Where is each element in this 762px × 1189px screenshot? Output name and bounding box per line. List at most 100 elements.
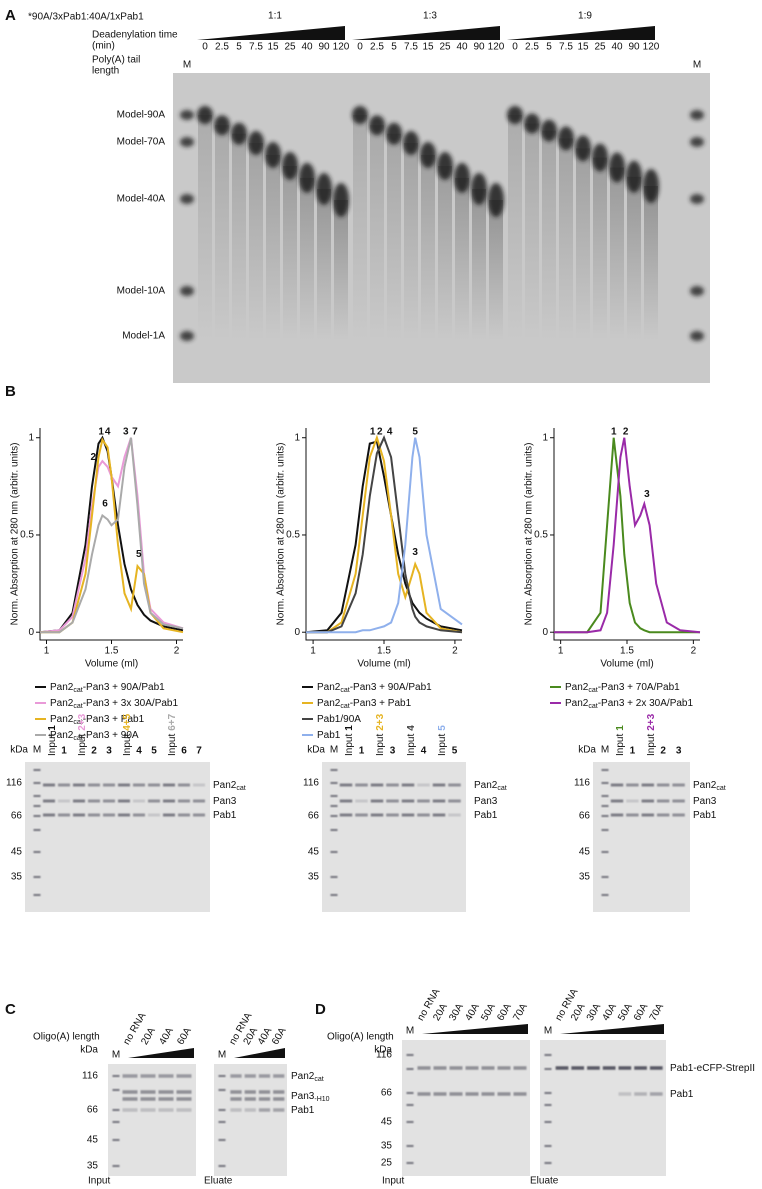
lane-label-text: Input: [344, 734, 355, 756]
band: [339, 799, 353, 803]
lane-label-text: Input: [77, 734, 88, 756]
band: [626, 160, 642, 193]
band: [657, 783, 670, 787]
gel: [540, 1040, 666, 1176]
band: [218, 1121, 226, 1123]
band: [432, 783, 446, 787]
lane-label: 50A: [616, 1002, 635, 1023]
band: [370, 813, 384, 817]
band: [33, 815, 41, 817]
protein-label: Pan3: [474, 796, 498, 807]
lane-number: 2: [660, 746, 666, 757]
band: [140, 1108, 156, 1112]
legend-label-part: cat: [588, 687, 597, 694]
band: [555, 1066, 569, 1070]
time-label: 120: [333, 42, 350, 53]
band-label: Model-70A: [117, 137, 166, 148]
axis: [305, 428, 462, 641]
lane-label-num: 5: [437, 725, 448, 731]
band: [355, 813, 368, 817]
y-tick-label: 0: [294, 627, 300, 638]
ratio-label: 1:9: [578, 11, 592, 22]
protein-label-part: Pab1: [291, 1105, 315, 1116]
legend-label-part: -Pan3 + 90A: [83, 730, 139, 741]
band: [544, 1162, 552, 1164]
time-label: 0: [512, 42, 518, 53]
lane-number: 4: [136, 746, 142, 757]
protein-label-part: Pab1-eCFP-StrepII: [670, 1063, 755, 1074]
legend-label-part: Pan2: [50, 698, 74, 709]
band: [258, 1090, 271, 1094]
y-tick-label: 0: [28, 627, 34, 638]
smear: [438, 166, 452, 340]
band: [282, 152, 298, 180]
lane-label: 70A: [648, 1002, 667, 1023]
band: [403, 131, 419, 156]
band: [244, 1090, 256, 1094]
protein-label-part: Pan2: [693, 780, 717, 791]
band: [218, 1089, 226, 1091]
curve: [306, 434, 463, 634]
smear: [576, 148, 590, 340]
legend-label: Pan2cat-Pan3 + 2x 30A/Pab1: [565, 698, 693, 710]
lane-label-num: 1: [344, 725, 355, 731]
lane-label: Input 2+3: [645, 713, 656, 756]
peak-label: 1: [370, 427, 376, 438]
wedge: [560, 1024, 664, 1034]
band: [544, 1121, 552, 1123]
smear: [283, 166, 297, 340]
protein-label-part: Pab1: [213, 810, 237, 821]
band: [218, 1109, 226, 1111]
band: [449, 1092, 463, 1096]
marker-band: [180, 331, 194, 341]
band: [610, 799, 624, 803]
protein-label-part: Pab1: [474, 810, 498, 821]
axis: [39, 428, 183, 641]
peak-label: 4: [105, 427, 111, 438]
size-label: 45: [381, 1117, 393, 1128]
band: [465, 1092, 479, 1096]
smear: [249, 143, 263, 340]
y-tick-label: 0: [542, 627, 548, 638]
band: [507, 106, 523, 124]
curve: [554, 437, 700, 634]
time-label: 2.5: [525, 42, 539, 53]
y-tick-label: 1: [28, 432, 34, 443]
band: [481, 1092, 495, 1096]
band: [248, 131, 264, 156]
lane-label-text: Input: [406, 734, 417, 756]
marker-label: M: [218, 1050, 226, 1061]
size-label: 116: [6, 778, 22, 789]
smear: [317, 188, 331, 340]
lane-label-text: Input: [615, 734, 626, 756]
band: [454, 162, 470, 193]
band: [118, 799, 130, 803]
band: [497, 1066, 511, 1070]
wedge: [422, 1024, 528, 1034]
band: [488, 183, 504, 217]
band: [193, 783, 205, 787]
band: [73, 813, 85, 817]
band: [178, 783, 190, 787]
band: [122, 1074, 138, 1078]
legend-label-part: cat: [73, 703, 82, 710]
band: [449, 1066, 463, 1070]
band: [197, 106, 213, 124]
band: [330, 876, 338, 878]
band: [634, 1066, 647, 1070]
band: [176, 1097, 192, 1101]
smear: [353, 115, 367, 340]
panel-label: C: [5, 1001, 16, 1018]
lane-number: 6: [181, 746, 187, 757]
band: [193, 799, 205, 803]
band: [386, 813, 399, 817]
legend-label-part: cat: [588, 703, 597, 710]
band: [406, 1054, 414, 1056]
smear: [404, 143, 418, 340]
band: [610, 813, 624, 817]
y-axis-label: Norm. Absorption at 280 nm (arbitr. unit…: [524, 443, 535, 626]
band: [339, 783, 353, 787]
band: [330, 795, 338, 797]
band: [148, 799, 160, 803]
smear: [508, 115, 522, 340]
